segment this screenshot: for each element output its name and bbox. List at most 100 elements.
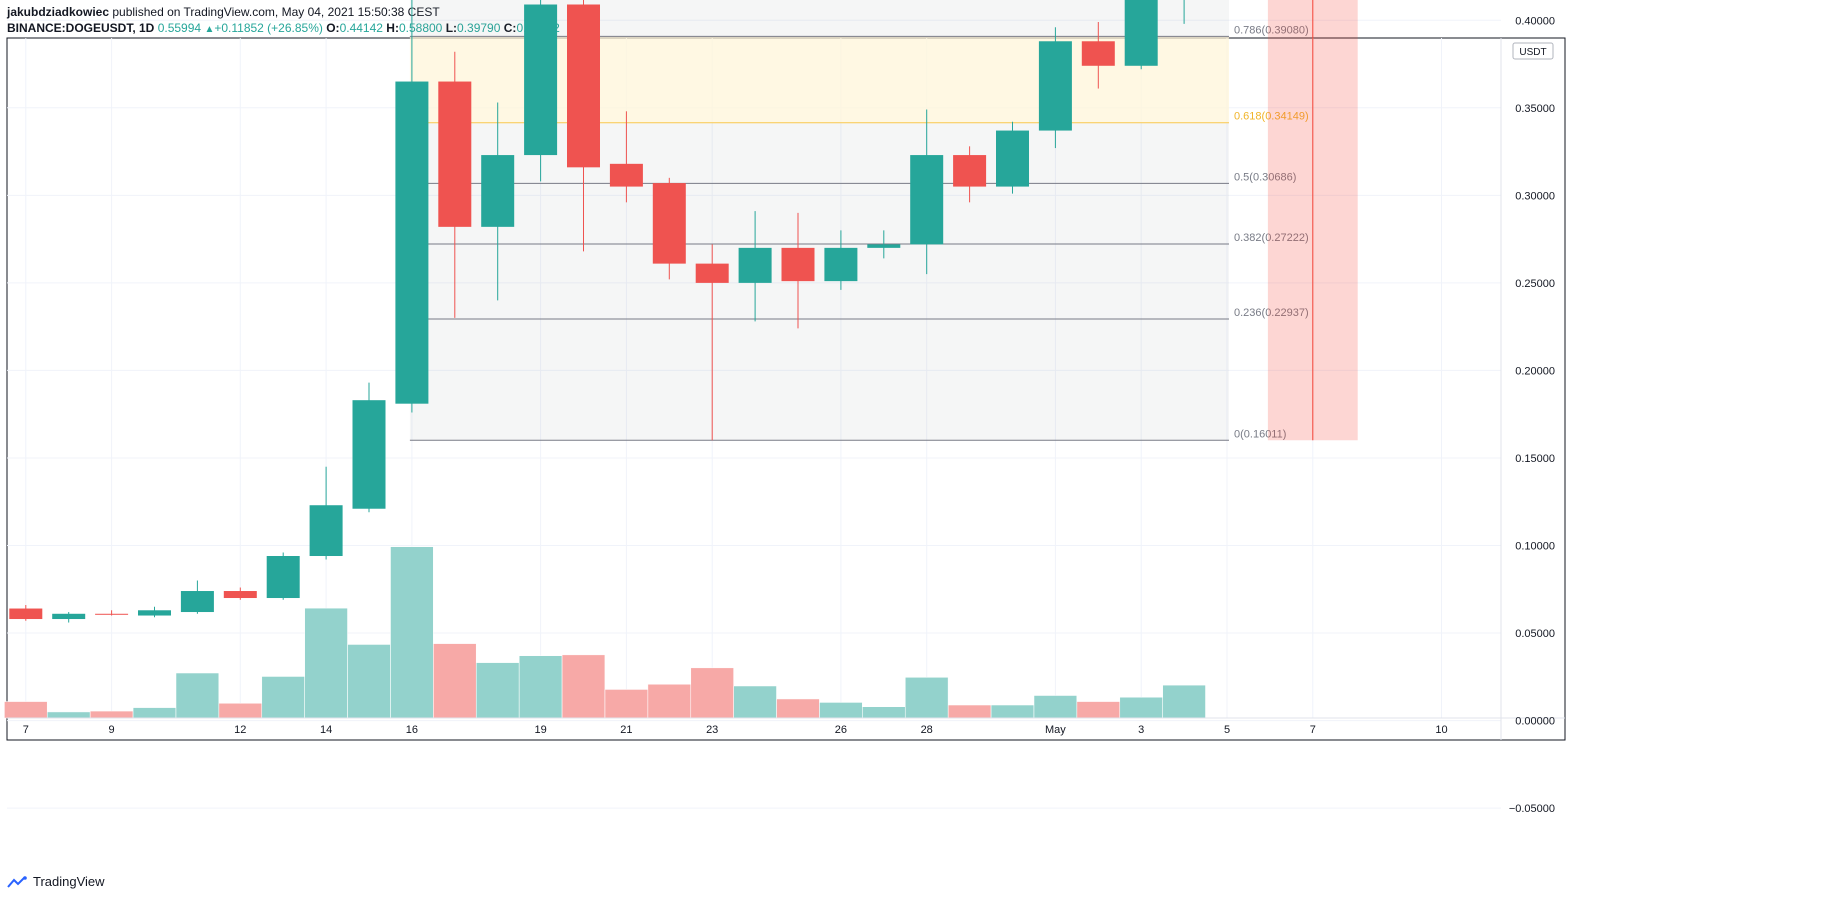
open-label: O: <box>326 21 340 35</box>
fib-level-label: 0(0.16011) <box>1234 428 1286 440</box>
volume-bar <box>476 662 520 719</box>
chart-frame <box>6 37 1566 741</box>
volume-bar <box>647 684 691 719</box>
candle-body <box>1081 41 1115 66</box>
y-tick-label: 0.20000 <box>1515 365 1555 377</box>
volume-bar <box>390 546 434 719</box>
x-tick-label: 23 <box>706 724 718 736</box>
volume-bar <box>261 676 305 719</box>
x-tick-label: May <box>1045 724 1066 736</box>
y-tick-label: 0.30000 <box>1515 190 1555 202</box>
candle-body <box>95 613 129 615</box>
author-name[interactable]: jakubdziadkowiec <box>7 5 110 19</box>
x-tick-label: 21 <box>620 724 632 736</box>
y-tick-label: 0.25000 <box>1515 278 1555 290</box>
x-tick-label: 9 <box>109 724 115 736</box>
high-value: 0.58800 <box>399 21 442 35</box>
price-chart[interactable]: 1.618(0.63499)1(0.45361)0.786(0.39080)0.… <box>0 0 1828 870</box>
candle-body <box>867 244 901 248</box>
candle-body <box>52 613 86 620</box>
symbol-label[interactable]: BINANCE:DOGEUSDT, 1D <box>7 21 155 35</box>
fib-level-label: 0.786(0.39080) <box>1234 24 1309 36</box>
published-text: published on TradingView.com, May 04, 20… <box>109 5 440 19</box>
close-label: C: <box>504 21 517 35</box>
candle-body <box>781 247 815 282</box>
y-tick-label: −0.05000 <box>1509 803 1555 815</box>
tradingview-logo-icon <box>7 875 27 888</box>
x-tick-label: 3 <box>1138 724 1144 736</box>
footer-brand: TradingView <box>7 874 105 889</box>
volume-bar <box>819 702 863 719</box>
x-tick-label: 7 <box>23 724 29 736</box>
currency-label: USDT <box>1519 47 1546 58</box>
volume-bar <box>304 607 348 719</box>
candle-body <box>953 155 987 187</box>
volume-bar <box>862 706 906 719</box>
candle-body <box>138 610 171 616</box>
candle-body <box>609 163 643 187</box>
x-tick-label: 14 <box>320 724 332 736</box>
volume-bar <box>1076 701 1120 719</box>
x-tick-label: 16 <box>406 724 418 736</box>
volume-bar <box>218 703 262 719</box>
low-label: L: <box>446 21 457 35</box>
fib-zone <box>409 183 1229 244</box>
candle-body <box>824 247 858 282</box>
volume-bar <box>433 643 477 719</box>
ohlc-legend: BINANCE:DOGEUSDT, 1D 0.55994 ▲+0.11852 (… <box>7 21 560 35</box>
fib-level-label: 0.5(0.30686) <box>1234 171 1296 183</box>
currency-badge <box>1512 42 1554 60</box>
volume-bar <box>4 701 48 719</box>
candle-body <box>1038 41 1072 131</box>
open-value: 0.44142 <box>339 21 383 35</box>
candle-body <box>352 400 386 509</box>
candle-body <box>9 608 43 620</box>
volume-bar <box>733 685 777 719</box>
fib-level-label: 0.236(0.22937) <box>1234 307 1309 319</box>
volume-bar <box>776 698 820 719</box>
y-tick-label: 0.40000 <box>1515 15 1555 27</box>
fib-level-label: 0.382(0.27222) <box>1234 232 1309 244</box>
x-tick-label: 10 <box>1435 724 1447 736</box>
x-tick-label: 26 <box>835 724 847 736</box>
candle-body <box>652 183 686 264</box>
volume-bar <box>690 667 734 719</box>
volume-bar <box>347 644 391 719</box>
x-tick-label: 7 <box>1310 724 1316 736</box>
price-change: +0.11852 (+26.85%) <box>214 21 323 35</box>
x-tick-label: 19 <box>534 724 546 736</box>
candle-body <box>481 155 515 227</box>
candle-body <box>180 591 214 613</box>
up-arrow-icon: ▲ <box>204 24 215 35</box>
x-tick-label: 28 <box>921 724 933 736</box>
volume-bar <box>132 707 177 719</box>
volume-bar <box>518 655 563 719</box>
footer-brand-label[interactable]: TradingView <box>33 874 105 889</box>
fib-zone <box>409 318 1229 441</box>
candle-body <box>309 505 343 557</box>
candle-body <box>395 81 429 404</box>
last-price: 0.55994 <box>157 21 202 35</box>
volume-bar <box>1162 684 1206 719</box>
volume-bar <box>89 710 134 719</box>
fib-zone <box>409 243 1229 319</box>
candle-body <box>1124 0 1158 66</box>
y-tick-label: 0.05000 <box>1515 628 1555 640</box>
candle-body <box>567 4 600 168</box>
volume-bar <box>561 654 606 719</box>
candle-body <box>223 591 257 599</box>
volume-bar <box>604 689 649 719</box>
y-tick-label: 0.35000 <box>1515 103 1555 115</box>
publisher-line: jakubdziadkowiec published on TradingVie… <box>7 5 440 19</box>
candle-body <box>438 81 472 227</box>
volume-bar <box>990 704 1035 719</box>
candle-body <box>910 155 944 245</box>
volume-bar <box>47 711 91 719</box>
candle-body <box>738 247 772 283</box>
low-value: 0.39790 <box>457 21 500 35</box>
volume-bar <box>1119 696 1163 719</box>
y-tick-label: 0.10000 <box>1515 541 1555 553</box>
y-tick-label: 0.00000 <box>1515 716 1555 728</box>
y-tick-label: 0.15000 <box>1515 453 1555 465</box>
fib-level-label: 0.618(0.34149) <box>1234 111 1309 123</box>
